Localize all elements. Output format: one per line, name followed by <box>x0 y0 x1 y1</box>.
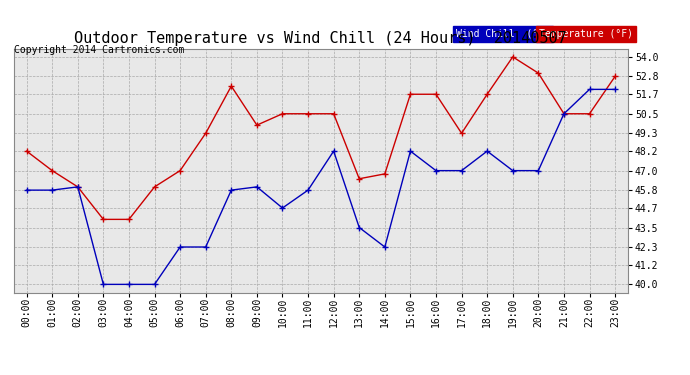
Text: Temperature (°F): Temperature (°F) <box>539 29 633 39</box>
Text: Wind Chill  (°F): Wind Chill (°F) <box>456 29 550 39</box>
Title: Outdoor Temperature vs Wind Chill (24 Hours)  20140507: Outdoor Temperature vs Wind Chill (24 Ho… <box>75 31 567 46</box>
Text: Copyright 2014 Cartronics.com: Copyright 2014 Cartronics.com <box>14 45 184 55</box>
